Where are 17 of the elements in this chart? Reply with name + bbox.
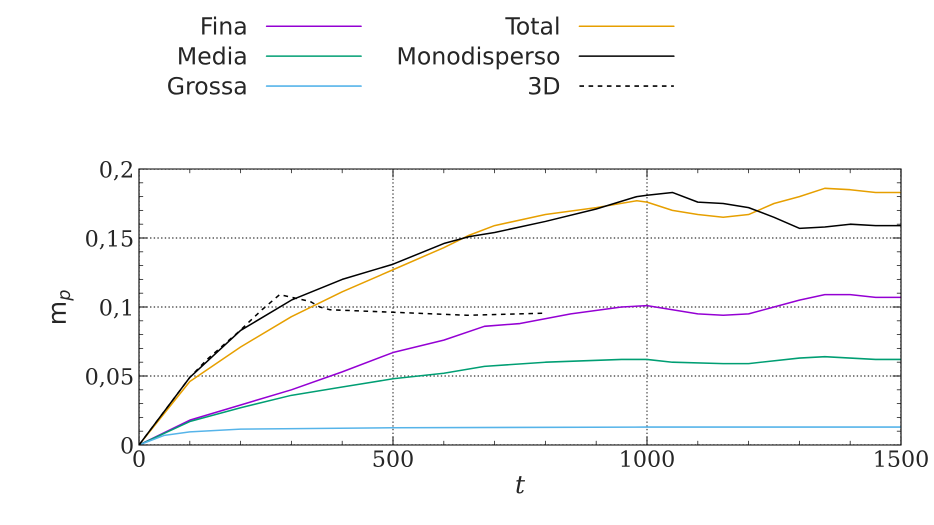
legend-label: Total (505, 16, 558, 35)
legend-label: 3D (529, 76, 560, 95)
x-tick-label: 1500 (875, 450, 928, 468)
y-tick-label: 0,1 (100, 298, 131, 318)
x-axis-title: t (516, 476, 526, 494)
x-tick-label: 500 (374, 450, 413, 468)
legend-label: Fina (202, 16, 246, 35)
x-tick-label: 0 (133, 450, 145, 468)
legend-label: Grossa (168, 76, 246, 95)
y-tick-label: 0 (121, 436, 133, 454)
legend-label: Media (179, 46, 246, 65)
y-axis-title: m$_{p}$ (52, 290, 74, 323)
legend-label: Monodisperso (398, 46, 560, 70)
y-tick-label: 0,15 (86, 230, 132, 250)
x-tick-label: 1000 (621, 450, 674, 468)
y-tick-label: 0,2 (100, 160, 132, 180)
y-tick-label: 0,05 (86, 368, 132, 388)
